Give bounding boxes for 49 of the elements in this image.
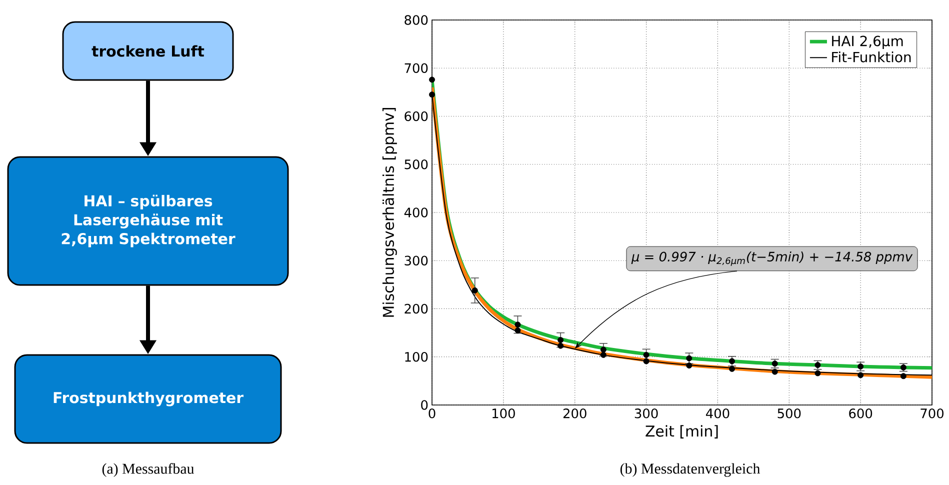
point — [514, 327, 521, 334]
x-tick-label: 100 — [492, 408, 515, 418]
y-tick-label: 0 — [421, 400, 428, 410]
text: Frostpunkthygrometer — [54, 392, 244, 406]
text: (a) Messaufbau — [102, 463, 194, 477]
y-tick-label: 800 — [404, 15, 428, 25]
point — [772, 368, 778, 375]
point — [558, 337, 564, 344]
point — [814, 362, 821, 368]
y-tick-label: 400 — [404, 208, 428, 218]
x-tick-label: 500 — [778, 408, 801, 418]
text: trockene Luft — [92, 45, 204, 57]
text: HAI – spülbares Lasergehäuse mit 2,6µm Spektrometer — [62, 194, 236, 248]
point — [772, 360, 778, 367]
y-tick-label: 500 — [404, 159, 428, 170]
point — [429, 76, 436, 83]
point — [600, 352, 606, 358]
point — [858, 372, 864, 378]
point — [643, 352, 650, 358]
y-axis-title: Mischungsverhältnis [ppmv] — [382, 108, 397, 317]
point — [558, 342, 564, 349]
y-tick-label: 600 — [404, 111, 428, 122]
point — [814, 370, 821, 376]
point — [686, 355, 692, 362]
y-tick-label: 700 — [404, 63, 428, 74]
point — [900, 373, 906, 380]
y-tick-label: 300 — [404, 256, 428, 266]
point — [600, 346, 606, 353]
x-tick-label: 0 — [428, 408, 436, 418]
point — [643, 358, 650, 364]
y-tick-label: 100 — [405, 352, 428, 362]
point — [729, 366, 736, 372]
point — [686, 362, 692, 369]
text: (b) Messdatenvergleich — [620, 463, 760, 477]
x-tick-label: 600 — [849, 408, 872, 418]
point — [472, 287, 478, 294]
point — [858, 363, 864, 370]
x-axis-title: Zeit [min] — [646, 425, 718, 438]
point — [729, 358, 736, 364]
point — [429, 92, 436, 98]
x-tick-label: 200 — [563, 408, 586, 418]
legend-label: HAI 2,6µm — [832, 36, 903, 49]
y-tick-label: 200 — [404, 304, 428, 314]
annotation: μ = 0.997 · μ$_{2,6µm}$(t−5min) + −14.58 ppmv — [631, 252, 913, 266]
x-tick-label: 300 — [634, 408, 658, 418]
legend-label: Fit-Funktion — [832, 52, 911, 62]
point — [514, 322, 521, 328]
x-tick-label: 700 — [920, 408, 944, 418]
x-tick-label: 400 — [706, 408, 730, 418]
